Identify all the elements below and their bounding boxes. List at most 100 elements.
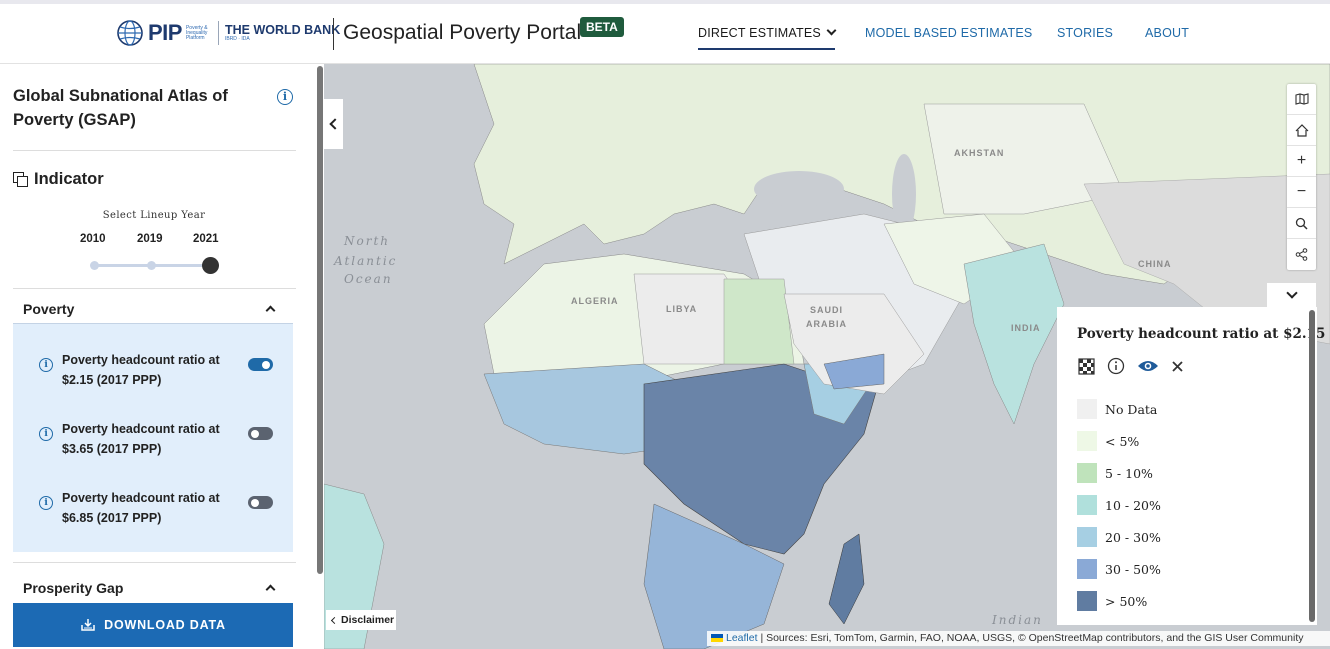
beta-badge: BETA bbox=[580, 17, 624, 37]
indicator-item-365[interactable]: i Poverty headcount ratio at $3.65 (2017… bbox=[13, 419, 293, 469]
indicator-item-685[interactable]: i Poverty headcount ratio at $6.85 (2017… bbox=[13, 488, 293, 538]
map-label-north: North bbox=[344, 234, 391, 248]
legend-item-no-data: No Data bbox=[1077, 399, 1157, 419]
world-bank-logo-text: THE WORLD BANK bbox=[224, 23, 341, 37]
basemap-button[interactable] bbox=[1287, 84, 1316, 115]
nav-about[interactable]: ABOUT bbox=[1145, 26, 1190, 40]
legend-item-label: 5 - 10% bbox=[1105, 465, 1153, 481]
divider bbox=[13, 323, 293, 324]
chevron-left-icon bbox=[329, 118, 341, 130]
app-header: PIP Poverty & Inequality Platform THE WO… bbox=[0, 4, 1330, 64]
year-slider-stop-2010[interactable] bbox=[90, 261, 99, 270]
legend-item-label: No Data bbox=[1105, 401, 1158, 417]
info-icon[interactable]: i bbox=[39, 427, 53, 441]
download-data-button[interactable]: DOWNLOAD DATA bbox=[13, 603, 293, 647]
search-button[interactable] bbox=[1287, 208, 1316, 239]
divider bbox=[13, 150, 296, 151]
year-slider-stop-2019[interactable] bbox=[147, 261, 156, 270]
globe-icon bbox=[117, 20, 143, 46]
map-label-ocean: Ocean bbox=[344, 272, 393, 286]
leaflet-link[interactable]: Leaflet bbox=[726, 632, 758, 644]
legend-swatch bbox=[1077, 431, 1097, 451]
home-icon bbox=[1295, 123, 1308, 137]
nav-direct-estimates[interactable]: DIRECT ESTIMATES bbox=[698, 25, 837, 50]
pip-logo-text: PIP bbox=[148, 20, 182, 45]
poverty-section-header[interactable]: Poverty bbox=[23, 301, 75, 317]
indicator-item-label: Poverty headcount ratio at $6.85 (2017 P… bbox=[62, 491, 220, 525]
map-icon bbox=[1294, 93, 1309, 105]
download-icon bbox=[81, 619, 95, 631]
sidebar-panel: Global Subnational Atlas of Poverty (GSA… bbox=[0, 64, 316, 649]
legend-panel: Poverty headcount ratio at $2.15 No Data… bbox=[1057, 307, 1325, 625]
toggle-knob bbox=[251, 498, 259, 507]
info-icon[interactable]: i bbox=[277, 89, 293, 105]
legend-item-5-10: 5 - 10% bbox=[1077, 463, 1153, 483]
legend-item-20-30: 20 - 30% bbox=[1077, 527, 1161, 547]
title-divider bbox=[333, 18, 334, 50]
opacity-icon[interactable] bbox=[1078, 357, 1095, 375]
legend-swatch bbox=[1077, 495, 1097, 515]
legend-collapse-button[interactable] bbox=[1267, 283, 1316, 307]
legend-swatch bbox=[1077, 591, 1097, 611]
disclaimer-button[interactable]: Disclaimer bbox=[326, 610, 396, 630]
poverty-indicator-list: i Poverty headcount ratio at $2.15 (2017… bbox=[13, 324, 293, 552]
lineup-year-title: Select Lineup Year bbox=[102, 210, 206, 221]
legend-scrollbar[interactable] bbox=[1309, 310, 1315, 622]
indicator-toggle-215[interactable] bbox=[248, 358, 273, 371]
indicator-toggle-685[interactable] bbox=[248, 496, 273, 509]
country-label-algeria: ALGERIA bbox=[571, 296, 619, 306]
year-slider-thumb[interactable] bbox=[202, 257, 219, 274]
info-icon[interactable]: i bbox=[39, 496, 53, 510]
divider bbox=[13, 288, 296, 289]
portal-title: Geospatial Poverty Portal bbox=[343, 21, 582, 44]
eye-icon[interactable] bbox=[1137, 359, 1159, 373]
land-central-asia bbox=[923, 103, 1125, 215]
indicator-item-label: Poverty headcount ratio at $3.65 (2017 P… bbox=[62, 422, 220, 456]
nav-direct-estimates-label: DIRECT ESTIMATES bbox=[698, 26, 821, 40]
nav-model-based-estimates[interactable]: MODEL BASED ESTIMATES bbox=[865, 26, 1033, 40]
chevron-up-icon[interactable] bbox=[265, 305, 276, 316]
close-icon[interactable] bbox=[1171, 360, 1184, 373]
black-sea bbox=[754, 171, 844, 207]
country-label-arabia: ARABIA bbox=[806, 319, 847, 329]
chevron-up-icon[interactable] bbox=[265, 584, 276, 595]
info-icon[interactable]: i bbox=[39, 358, 53, 372]
home-button[interactable] bbox=[1287, 115, 1316, 146]
legend-item-gt50: > 50% bbox=[1077, 591, 1147, 611]
atlas-title: Global Subnational Atlas of Poverty (GSA… bbox=[13, 87, 228, 129]
legend-item-label: < 5% bbox=[1105, 433, 1140, 449]
nav-stories[interactable]: STORIES bbox=[1057, 26, 1114, 40]
indicator-item-215[interactable]: i Poverty headcount ratio at $2.15 (2017… bbox=[13, 350, 293, 400]
legend-item-label: 30 - 50% bbox=[1105, 561, 1161, 577]
legend-item-30-50: 30 - 50% bbox=[1077, 559, 1161, 579]
land-madagascar bbox=[828, 533, 865, 625]
world-bank-logo: THE WORLD BANK IBRD · IDA bbox=[225, 24, 340, 42]
year-2021-label[interactable]: 2021 bbox=[193, 233, 219, 245]
country-label-china: CHINA bbox=[1138, 259, 1172, 269]
legend-swatch bbox=[1077, 559, 1097, 579]
indicator-toggle-365[interactable] bbox=[248, 427, 273, 440]
download-data-label: DOWNLOAD DATA bbox=[104, 618, 226, 632]
ukraine-flag-icon bbox=[711, 634, 723, 643]
year-2019-label[interactable]: 2019 bbox=[137, 233, 163, 245]
share-icon bbox=[1295, 248, 1308, 261]
land-india bbox=[963, 243, 1065, 425]
country-label-libya: LIBYA bbox=[666, 304, 698, 314]
legend-title: Poverty headcount ratio at $2.15 bbox=[1077, 326, 1326, 342]
pip-world-bank-logo[interactable]: PIP Poverty & Inequality Platform THE WO… bbox=[116, 18, 340, 48]
zoom-out-button[interactable]: − bbox=[1287, 177, 1316, 208]
caspian-sea bbox=[892, 154, 916, 234]
legend-swatch bbox=[1077, 527, 1097, 547]
prosperity-gap-section-header[interactable]: Prosperity Gap bbox=[23, 580, 124, 596]
year-2010-label[interactable]: 2010 bbox=[80, 233, 106, 245]
zoom-in-button[interactable]: + bbox=[1287, 146, 1316, 177]
map-attribution: Leaflet | Sources: Esri, TomTom, Garmin,… bbox=[707, 631, 1330, 646]
pip-logo-subtext: Poverty & Inequality Platform bbox=[185, 24, 208, 41]
share-button[interactable] bbox=[1287, 239, 1316, 270]
divider bbox=[13, 562, 296, 563]
info-icon[interactable] bbox=[1107, 357, 1125, 375]
sidebar-scrollbar[interactable] bbox=[317, 66, 323, 574]
collapse-sidebar-button[interactable] bbox=[324, 99, 343, 149]
top-border bbox=[0, 0, 1330, 4]
disclaimer-label: Disclaimer bbox=[341, 614, 395, 626]
